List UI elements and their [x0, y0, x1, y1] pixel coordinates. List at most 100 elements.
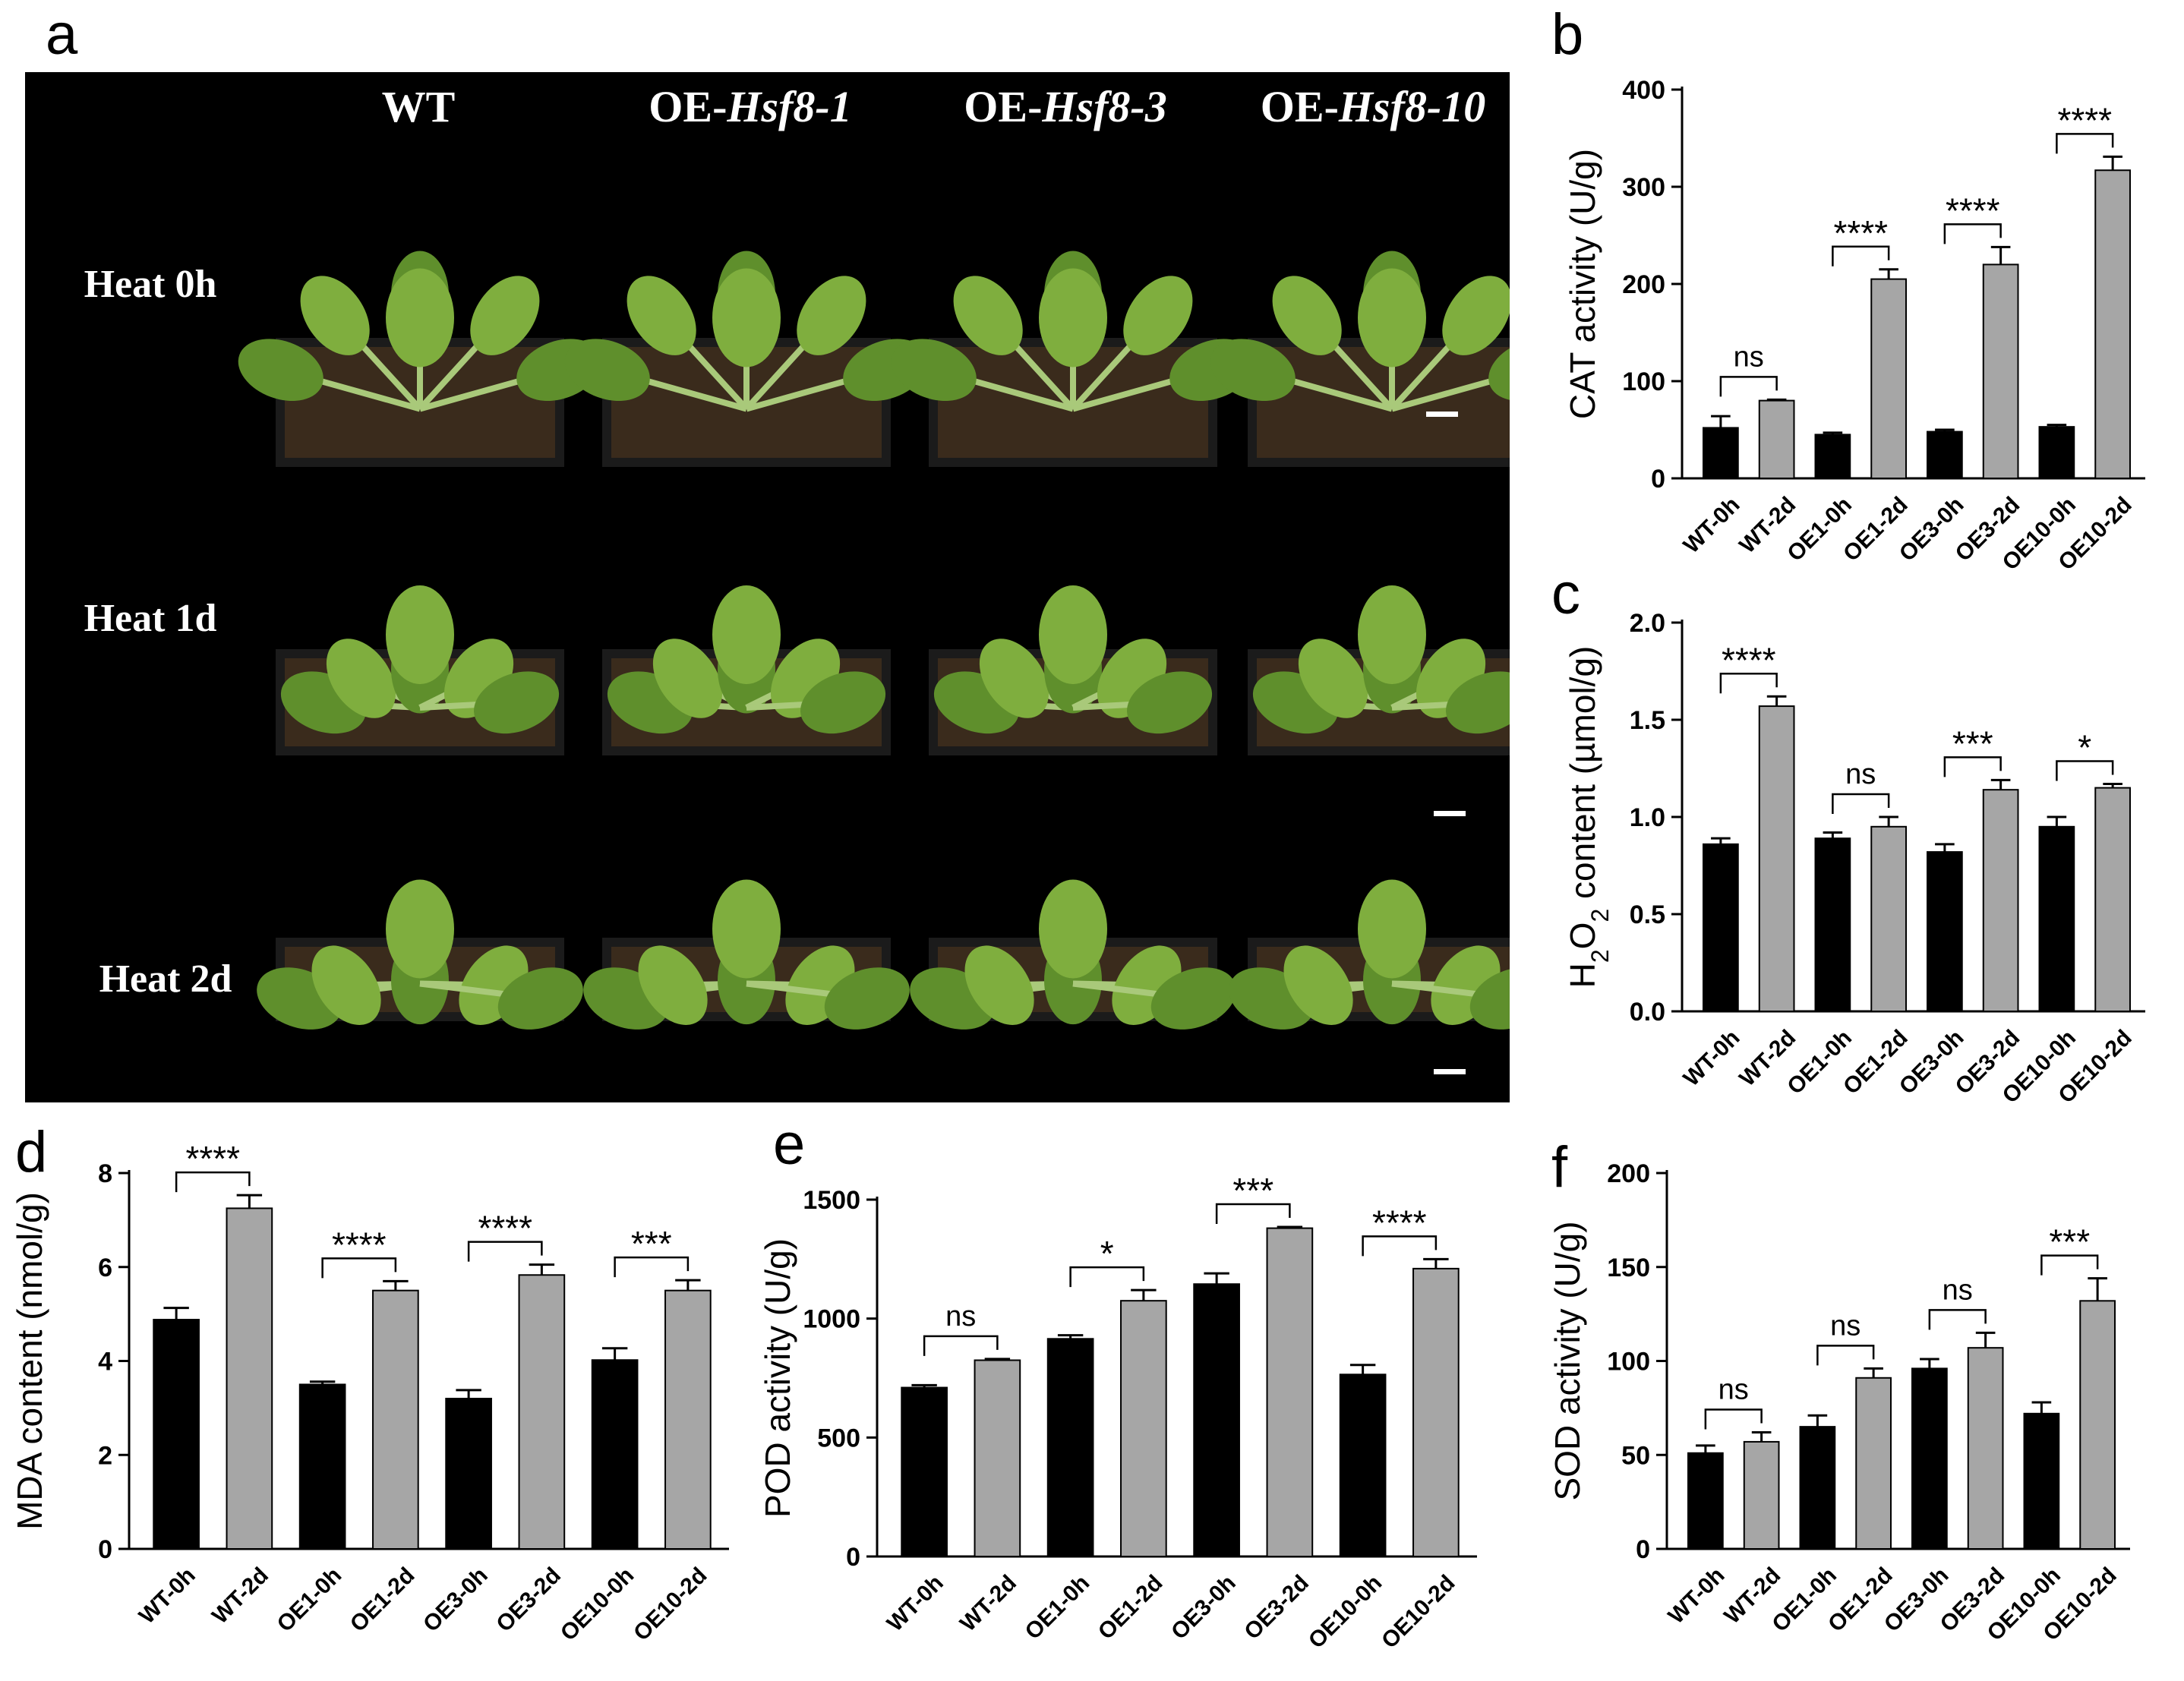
significance-bracket: [2056, 133, 2114, 154]
x-tick-label: WT-2d: [207, 1563, 273, 1629]
leaf: [1039, 879, 1107, 979]
significance-bracket: [321, 1257, 397, 1279]
x-tick-label: OE1-2d: [1094, 1570, 1168, 1645]
leaf: [238, 339, 323, 402]
leaf: [1358, 585, 1426, 684]
x-tick-label: OE3-2d: [1239, 1570, 1314, 1645]
bar: [1412, 1267, 1460, 1557]
leaf: [497, 967, 583, 1030]
column-header-wt: WT: [381, 82, 456, 131]
leaf: [712, 268, 781, 367]
leaf: [1469, 967, 1510, 1030]
bar: [1967, 1347, 2004, 1550]
bar: [974, 1359, 1021, 1557]
significance-label: ****: [1946, 191, 2000, 230]
plant-photo-panel: WT OE-Hsf8-1 OE-Hsf8-3 OE-Hsf8-10 Heat 0…: [25, 72, 1510, 1102]
significance-bracket: [614, 1256, 690, 1278]
leaf: [564, 339, 650, 402]
significance-label: ns: [1830, 1310, 1861, 1342]
column-header-oe-hsf8-1: OE-Hsf8-1: [649, 82, 852, 131]
chart-cat-activity: 0100200300400WT-0hWT-2dOE1-0hOE1-2dOE3-0…: [1563, 76, 2145, 576]
leaf: [824, 967, 910, 1030]
chart-pod-activity: 0 500 1000 1500 WT-0h WT-2dOE1-0hOE1-2dOE3-0h…: [758, 1171, 1477, 1654]
leaf: [652, 639, 723, 718]
significance-label: ***: [2049, 1222, 2090, 1262]
significance-bracket: [1832, 245, 1890, 266]
significance-label: *: [1100, 1234, 1114, 1273]
y-axis-label: POD activity (U/g): [758, 1238, 797, 1518]
x-tick-label: WT-0h: [882, 1570, 948, 1636]
leaf: [1150, 967, 1236, 1030]
bar: [1339, 1374, 1387, 1557]
significance-label: ns: [1718, 1374, 1749, 1406]
plant-photo: [257, 879, 583, 1030]
significance-bracket: [1719, 376, 1778, 397]
significance-bracket: [175, 1171, 251, 1193]
bar: [1687, 1452, 1724, 1550]
plant-illustrations: [238, 251, 1510, 1030]
leaf: [1039, 268, 1107, 367]
x-tick-label: OE1-2d: [346, 1563, 420, 1637]
panel-label-c: c: [1551, 562, 1580, 626]
leaf: [1283, 945, 1353, 1025]
significance-label: ns: [1943, 1274, 1973, 1306]
y-tick-label: 100: [1607, 1348, 1650, 1377]
significance-bracket: [1704, 1408, 1763, 1430]
leaf: [474, 671, 560, 734]
bar: [1266, 1227, 1314, 1557]
significance-bracket: [1069, 1266, 1145, 1288]
significance-label: ns: [945, 1301, 976, 1332]
bar: [1855, 1377, 1892, 1550]
significance-bracket: [923, 1335, 999, 1356]
panel-label-a: a: [46, 2, 78, 67]
chart-sod-activity: 050100150200WT-0hWT-2dOE1-0hOE1-2dOE3-0h…: [1548, 1159, 2130, 1646]
leaf: [1039, 585, 1107, 684]
y-tick-label: 0: [1651, 465, 1665, 494]
plant-photo: [891, 251, 1255, 467]
x-tick-label: WT-0h: [1679, 1025, 1745, 1091]
bar: [664, 1289, 712, 1550]
x-tick-label: OE10-2d: [629, 1563, 712, 1645]
leaf: [712, 585, 781, 684]
y-tick-label: 2: [98, 1441, 112, 1470]
leaf: [1358, 268, 1426, 367]
y-axis-label: SOD activity (U/g): [1548, 1221, 1587, 1500]
bar: [901, 1386, 948, 1557]
bar: [1814, 837, 1851, 1012]
significance-label: ***: [1232, 1171, 1273, 1210]
bar: [298, 1383, 346, 1550]
significance-label: ns: [1734, 341, 1764, 373]
leaf: [1123, 276, 1193, 355]
significance-label: ****: [332, 1225, 387, 1264]
significance-bracket: [1832, 793, 1890, 814]
y-axis-label: MDA content (nmol/g): [10, 1192, 49, 1530]
significance-bracket: [2056, 760, 2114, 781]
significance-label: ***: [1952, 724, 1993, 763]
y-tick-label: 6: [98, 1254, 112, 1282]
bar: [1799, 1426, 1836, 1550]
x-tick-label: OE3-2d: [491, 1563, 566, 1637]
significance-label: ****: [2057, 100, 2112, 140]
column-header-oe-hsf8-10: OE-Hsf8-10: [1260, 82, 1486, 131]
leaf: [1127, 671, 1213, 734]
bar: [2094, 169, 2131, 480]
bar: [1927, 430, 1963, 479]
significance-label: ns: [1845, 758, 1876, 790]
row-header-heat-2d: Heat 2d: [99, 957, 232, 1001]
leaf: [1272, 276, 1342, 355]
significance-label: ****: [185, 1139, 240, 1178]
y-tick-label: 0: [1636, 1535, 1650, 1564]
y-tick-label: 1500: [803, 1186, 860, 1215]
bar: [2023, 1412, 2060, 1550]
leaf: [797, 276, 866, 355]
y-tick-label: 0.0: [1630, 998, 1665, 1027]
significance-label: ***: [631, 1224, 672, 1263]
significance-bracket: [2040, 1254, 2099, 1276]
row-header-heat-1d: Heat 1d: [84, 597, 217, 640]
leaf: [891, 339, 977, 402]
scale-bar-row-2: [1434, 811, 1466, 816]
bar: [2079, 1300, 2116, 1550]
leaf: [300, 276, 370, 355]
leaf: [1446, 671, 1510, 734]
